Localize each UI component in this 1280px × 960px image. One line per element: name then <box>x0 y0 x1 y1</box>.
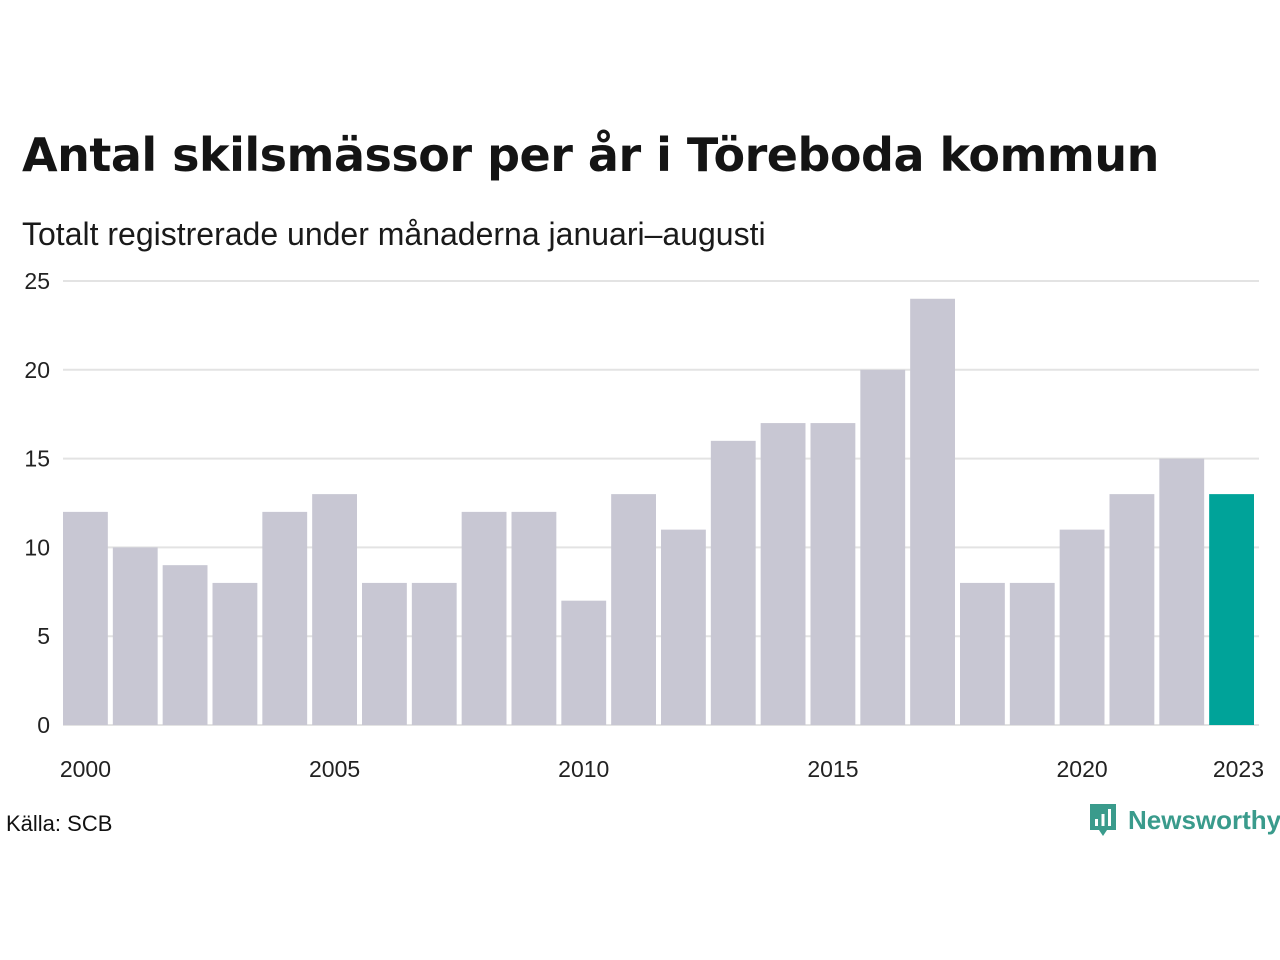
bars <box>63 298 1254 725</box>
x-tick-label: 2020 <box>1056 756 1107 782</box>
bar-2018 <box>960 582 1005 725</box>
bar-2001 <box>112 547 158 725</box>
x-tick-label: 2000 <box>60 756 111 782</box>
bar-2009 <box>511 511 557 725</box>
bar-2010 <box>561 600 607 725</box>
x-tick-label: 2005 <box>309 756 360 782</box>
x-axis-ticks: 2000 2005 2010 2015 2020 2023 <box>60 756 1264 782</box>
source-note: Källa: SCB <box>6 811 113 836</box>
bar-2007 <box>411 582 457 725</box>
bar-2021 <box>1109 494 1155 725</box>
bar-2015 <box>810 423 856 725</box>
bar-2016 <box>860 369 906 725</box>
newsworthy-logo: Newsworthy <box>1088 802 1280 838</box>
bar-2014 <box>760 423 806 725</box>
x-tick-label: 2015 <box>807 756 858 782</box>
bar-2017 <box>910 298 955 725</box>
chart-subtitle: Totalt registrerade under månaderna janu… <box>22 216 766 252</box>
y-tick-label: 25 <box>24 268 50 294</box>
bar-2004 <box>262 511 308 725</box>
bar-2003 <box>212 582 258 725</box>
newsworthy-logo-icon <box>1090 804 1116 836</box>
y-tick-label: 0 <box>37 712 50 738</box>
bar-2006 <box>362 582 407 725</box>
bar-2022 <box>1159 458 1205 725</box>
chart-title: Antal skilsmässor per år i Töreboda komm… <box>22 128 1159 182</box>
y-tick-label: 5 <box>37 623 50 649</box>
bar-2005 <box>312 494 357 725</box>
y-tick-label: 10 <box>24 534 50 560</box>
x-tick-label: 2010 <box>558 756 609 782</box>
bar-2019 <box>1009 582 1055 725</box>
y-axis-ticks: 0 5 10 15 20 25 <box>24 268 50 738</box>
bar-2011 <box>611 494 656 725</box>
y-tick-label: 20 <box>24 357 50 383</box>
bar-2023 <box>1209 494 1254 725</box>
bar-2000 <box>63 511 108 725</box>
brand-name: Newsworthy <box>1128 804 1280 835</box>
bar-2013 <box>710 440 756 725</box>
bar-2012 <box>661 529 706 725</box>
bar-2002 <box>162 565 208 725</box>
bar-2008 <box>461 511 507 725</box>
bar-2020 <box>1059 529 1105 725</box>
x-tick-label: 2023 <box>1213 756 1264 782</box>
y-tick-label: 15 <box>24 446 50 472</box>
